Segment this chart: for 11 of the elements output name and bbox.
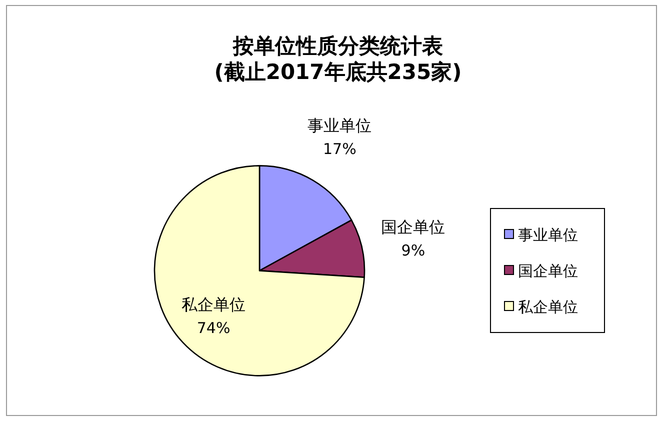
chart-title: 按单位性质分类统计表 [232, 34, 443, 58]
chart-subtitle: (截止2017年底共235家) [214, 60, 462, 84]
data-label: 17% [323, 140, 356, 158]
slice-label: 私企单位 [182, 294, 246, 314]
data-label: 9% [401, 241, 426, 260]
data-label: 74% [196, 318, 230, 337]
slice-label: 事业单位 [308, 116, 372, 136]
legend-label: 国企单位 [518, 262, 578, 280]
slice-label: 国企单位 [381, 217, 446, 236]
legend-label: 事业单位 [518, 226, 578, 244]
legend-label: 私企单位 [518, 298, 578, 316]
